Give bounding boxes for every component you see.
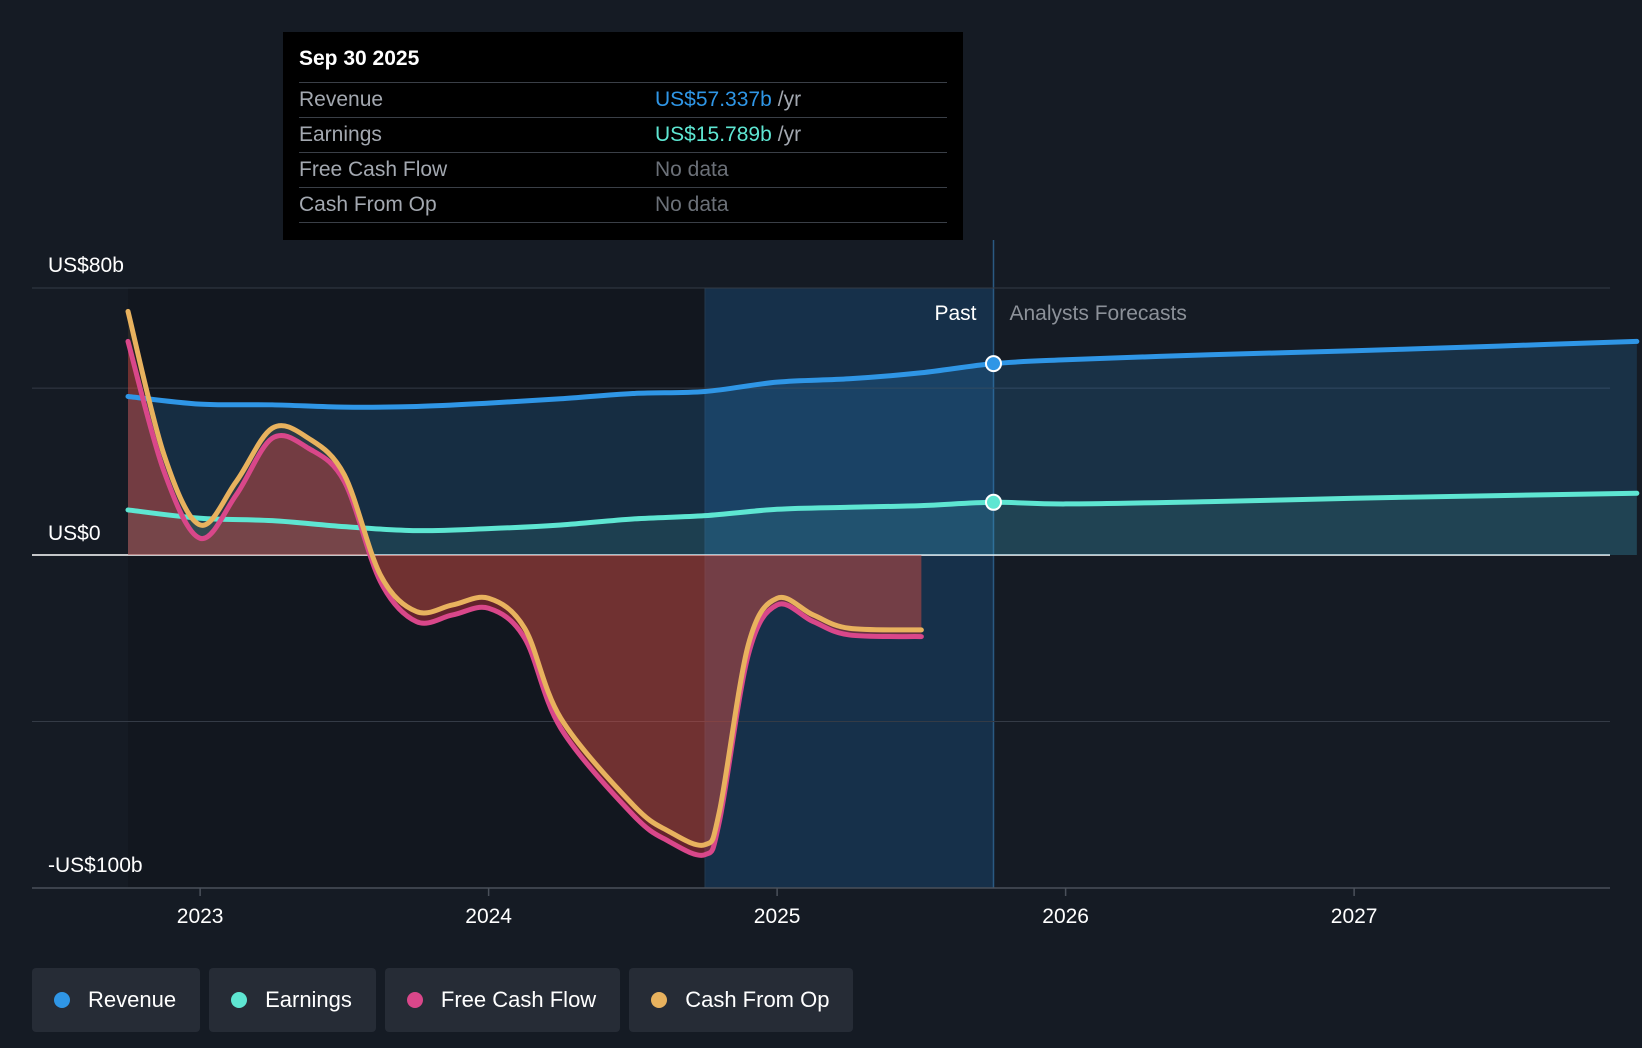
- tooltip-label: Cash From Op: [299, 193, 437, 216]
- tooltip-value: No data: [655, 158, 729, 181]
- cash-from-op-line: [125, 308, 924, 848]
- tooltip-label: Free Cash Flow: [299, 158, 448, 181]
- cash-from-op-area: [128, 311, 922, 846]
- tooltip-unit: /yr: [777, 123, 802, 146]
- legend-label: Free Cash Flow: [440, 987, 597, 1012]
- tooltip-value: US$15.789b: [655, 123, 772, 146]
- legend: Revenue Earnings Free Cash Flow Cash Fro…: [32, 968, 854, 1032]
- x-tick-label: 2027: [1331, 905, 1378, 928]
- legend-label: Cash From Op: [685, 987, 830, 1012]
- x-tick-label: 2024: [465, 905, 512, 928]
- earnings-line: [125, 490, 1640, 534]
- y-axis-label: -US$100b: [48, 854, 143, 877]
- past-label: Past: [934, 302, 976, 325]
- tooltip-label: Revenue: [299, 88, 384, 111]
- revenue-line: [125, 338, 1640, 410]
- tooltip-unit: /yr: [777, 88, 802, 111]
- tooltip-date: Sep 30 2025: [299, 47, 420, 70]
- legend-item-earnings[interactable]: Earnings: [209, 968, 376, 1032]
- earnings-marker: [985, 493, 1002, 511]
- tooltip-row-cash-from-op: Cash From Op No data: [299, 187, 947, 223]
- y-axis-label: US$80b: [48, 254, 124, 277]
- tooltip-row-earnings: Earnings US$15.789b /yr: [299, 117, 947, 152]
- forecast-label: Analysts Forecasts: [1010, 302, 1187, 325]
- legend-item-cash-from-op[interactable]: Cash From Op: [629, 968, 854, 1032]
- revenue-marker: [985, 355, 1002, 373]
- tooltip-panel: Sep 30 2025 Revenue US$57.337b /yr Earni…: [283, 32, 963, 240]
- tooltip-label: Earnings: [299, 123, 382, 146]
- legend-label: Earnings: [265, 987, 352, 1012]
- legend-label: Revenue: [88, 987, 177, 1012]
- y-axis-label: US$0: [48, 522, 101, 545]
- x-tick-label: 2025: [754, 905, 801, 928]
- free-cash-flow-dot-icon: [406, 992, 423, 1008]
- tooltip-row-revenue: Revenue US$57.337b /yr: [299, 82, 947, 117]
- tooltip-value: US$57.337b: [655, 88, 772, 111]
- legend-item-revenue[interactable]: Revenue: [32, 968, 201, 1032]
- free-cash-flow-line: [125, 338, 924, 858]
- x-tick-label: 2023: [177, 905, 224, 928]
- cash-from-op-dot-icon: [651, 992, 668, 1008]
- x-tick-label: 2026: [1042, 905, 1089, 928]
- earnings-dot-icon: [231, 992, 248, 1008]
- tooltip-value: No data: [655, 193, 729, 216]
- revenue-dot-icon: [54, 992, 70, 1008]
- legend-item-free-cash-flow[interactable]: Free Cash Flow: [384, 968, 621, 1032]
- free-cash-flow-area: [128, 341, 922, 856]
- earnings-area: [128, 493, 1637, 555]
- tooltip-row-free-cash-flow: Free Cash Flow No data: [299, 152, 947, 187]
